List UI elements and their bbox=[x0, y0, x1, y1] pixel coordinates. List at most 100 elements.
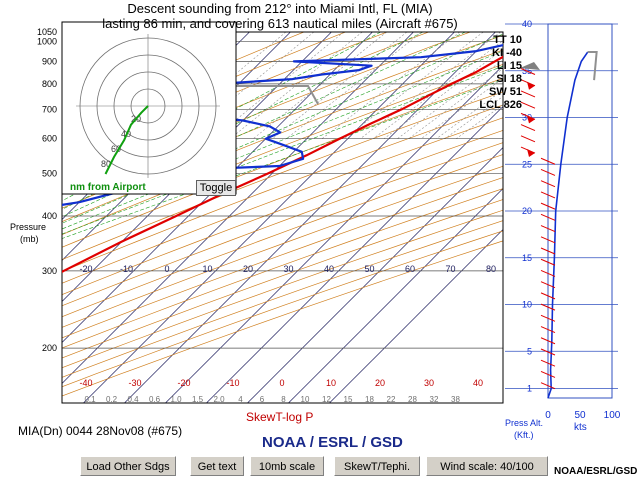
wind-barbs bbox=[520, 62, 556, 390]
tropopause-marker bbox=[205, 85, 319, 105]
title-line-2: lasting 86 min, and covering 613 nautica… bbox=[102, 16, 458, 31]
wind-barb bbox=[540, 236, 556, 244]
isotherm-line bbox=[329, 228, 503, 403]
ring-label: 80 bbox=[101, 159, 111, 169]
isotherm-lower-label: -40 bbox=[79, 378, 92, 388]
dewpoint-line bbox=[62, 43, 503, 207]
pressure-tick-label: 800 bbox=[42, 79, 57, 89]
mixing-ratio-line bbox=[383, 48, 503, 139]
mixing-ratio-label: 38 bbox=[451, 395, 460, 404]
isotherm-line bbox=[288, 187, 503, 403]
mixing-ratio-line bbox=[373, 40, 503, 139]
kts-tick-label: 50 bbox=[574, 410, 586, 421]
altitude-tick-label: 5 bbox=[527, 346, 532, 356]
wind-barb bbox=[540, 247, 556, 255]
isotherm-line bbox=[206, 105, 503, 403]
altitude-tick-label: 15 bbox=[522, 253, 532, 263]
mixing-ratio-line bbox=[321, 32, 460, 139]
wind-panel: 1510152025303540050100 bbox=[505, 19, 621, 421]
wind-speed-line bbox=[547, 51, 589, 399]
wind-scale-button[interactable]: Wind scale: 40/100 bbox=[426, 456, 548, 476]
isotherm-upper-label: 10 bbox=[202, 264, 212, 274]
isotherm-upper-label: 80 bbox=[486, 264, 496, 274]
isotherm-lower-label: 0 bbox=[279, 378, 284, 388]
wind-barb bbox=[540, 191, 556, 199]
mixing-ratio-line bbox=[272, 32, 408, 139]
flight-track bbox=[104, 105, 149, 175]
pressure-tick-label: 700 bbox=[42, 104, 57, 114]
skewt-tephi-button[interactable]: SkewT/Tephi. bbox=[334, 456, 420, 476]
isotherm-lower-label: 20 bbox=[375, 378, 385, 388]
wind-barb bbox=[540, 169, 556, 176]
altitude-tick-label: 20 bbox=[522, 206, 532, 216]
title-line-1: Descent sounding from 212° into Miami In… bbox=[127, 1, 433, 16]
10mb-scale-button[interactable]: 10mb scale bbox=[250, 456, 324, 476]
isotherm-lower-label: 30 bbox=[424, 378, 434, 388]
wind-barb bbox=[540, 359, 556, 367]
wind-barb-flag bbox=[527, 81, 535, 90]
isotherm-lower-label: 10 bbox=[326, 378, 336, 388]
mixing-ratio-label: 15 bbox=[344, 395, 353, 404]
index-lcl: LCL 826 bbox=[479, 99, 522, 111]
isotherm-lower-label: -30 bbox=[128, 378, 141, 388]
wind-barb bbox=[520, 101, 536, 109]
mixing-ratio-label: 32 bbox=[430, 395, 439, 404]
wind-barb bbox=[540, 337, 556, 345]
skewt-frame bbox=[61, 31, 504, 404]
wind-barb bbox=[540, 370, 556, 378]
wind-barb bbox=[540, 213, 556, 221]
wind-barb bbox=[540, 258, 556, 266]
wind-barb bbox=[540, 202, 556, 210]
wind-cap-marker bbox=[587, 51, 598, 81]
wind-barb bbox=[540, 157, 556, 165]
sounding-id: MIA(Dn) 0044 28Nov08 (#675) bbox=[18, 424, 183, 438]
inset-frame bbox=[61, 21, 237, 195]
pressure-tick-label: 400 bbox=[42, 211, 57, 221]
mixing-ratio-line bbox=[360, 32, 501, 139]
isotherm-line bbox=[62, 32, 414, 384]
mixing-ratio-label: 0.6 bbox=[149, 395, 161, 404]
brand-label: NOAA / ESRL / GSD bbox=[262, 434, 403, 451]
mixing-ratio-label: 10 bbox=[301, 395, 310, 404]
moist-adiabat-line bbox=[62, 32, 466, 218]
mixing-ratio-label: 0.1 bbox=[84, 395, 96, 404]
mixing-ratio-label: 6 bbox=[260, 395, 265, 404]
get-text-button[interactable]: Get text bbox=[190, 456, 244, 476]
pressure-axis-label: Pressure bbox=[10, 222, 47, 232]
wind-barb bbox=[540, 303, 556, 311]
wind-barb-flag bbox=[527, 149, 535, 158]
load-other-soundings-button[interactable]: Load Other Sdgs bbox=[80, 456, 176, 476]
isotherm-upper-label: -10 bbox=[120, 264, 133, 274]
wind-barb bbox=[520, 68, 536, 75]
altitude-tick-label: 25 bbox=[522, 159, 532, 169]
mixing-ratio-label: 1.5 bbox=[192, 395, 204, 404]
altitude-tick-label: 1 bbox=[527, 384, 532, 394]
wind-barb bbox=[540, 269, 556, 277]
isotherm-line bbox=[83, 32, 455, 403]
wind-barb bbox=[540, 314, 556, 322]
mixing-ratio-line bbox=[408, 68, 503, 139]
skewt-curves bbox=[62, 43, 503, 273]
pressure-tick-label: 500 bbox=[42, 168, 57, 178]
index-li: LI 15 bbox=[496, 60, 522, 72]
wind-barb bbox=[540, 326, 556, 334]
pressure-tick-label: 1050 bbox=[37, 27, 57, 37]
wind-barb bbox=[520, 90, 536, 98]
mixing-ratio-label: 2.0 bbox=[213, 395, 225, 404]
isotherm-line bbox=[0, 32, 44, 403]
altitude-tick-label: 40 bbox=[522, 19, 532, 29]
pressure-tick-label: 600 bbox=[42, 134, 57, 144]
isotherm-line bbox=[0, 32, 3, 403]
toggle-inset-button[interactable]: Toggle bbox=[196, 180, 236, 196]
mixing-ratio-label: 1.0 bbox=[170, 395, 182, 404]
pressure-tick-label: 900 bbox=[42, 56, 57, 66]
moist-adiabat-line bbox=[62, 65, 503, 235]
mixing-ratio-label: 8 bbox=[281, 395, 286, 404]
wind-barb bbox=[520, 124, 536, 132]
index-ki: KI -40 bbox=[492, 47, 522, 59]
isotherm-lower-label: 40 bbox=[473, 378, 483, 388]
mixing-ratio-label: 18 bbox=[365, 395, 374, 404]
isotherm-upper-label: 20 bbox=[243, 264, 253, 274]
isotherm-line bbox=[247, 146, 503, 403]
